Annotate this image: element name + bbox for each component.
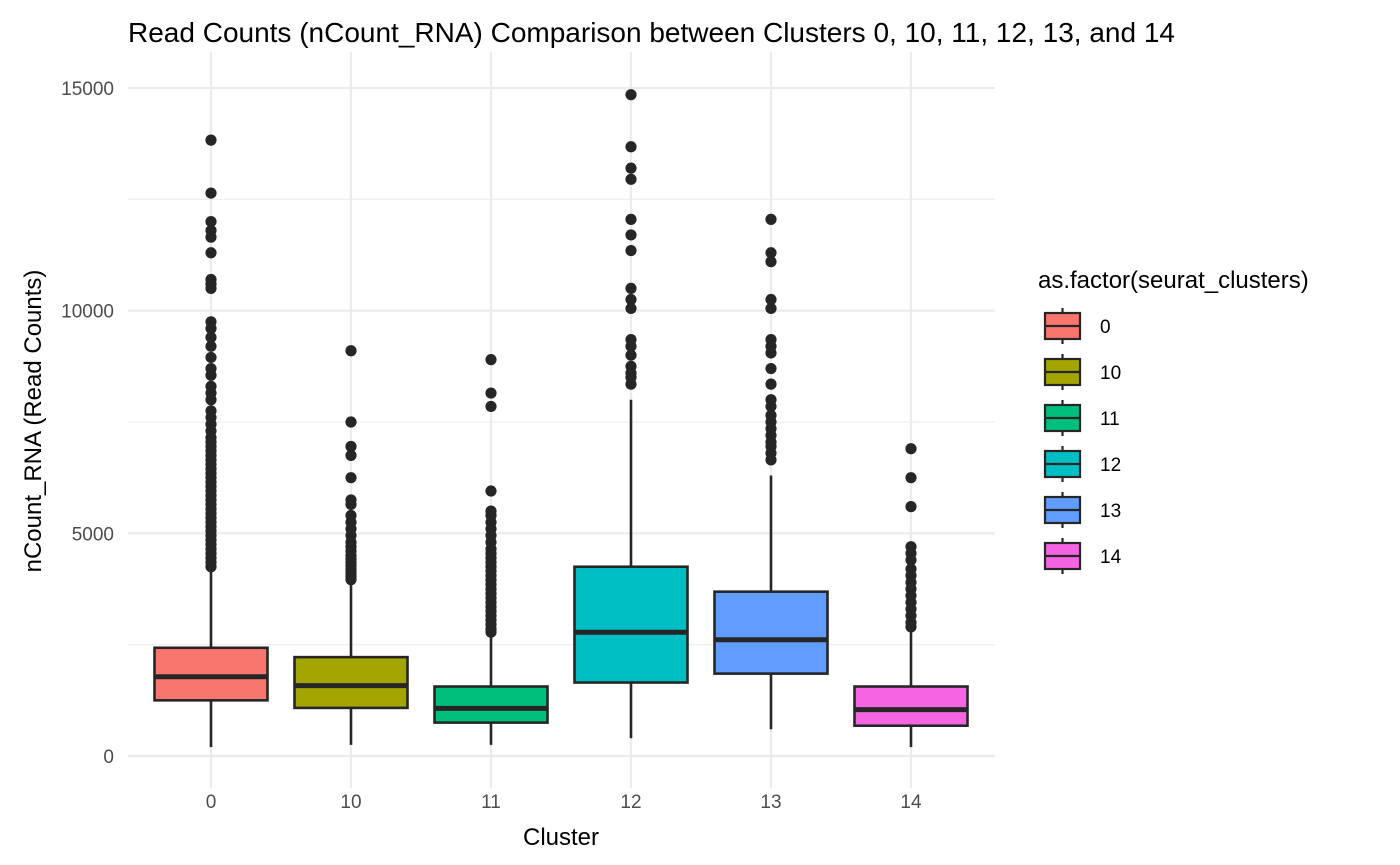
box-iqr <box>153 646 269 702</box>
legend-item-14: 14 <box>1043 538 1122 574</box>
x-axis-ticks: 0 10 11 12 13 14 <box>206 792 922 813</box>
box-iqr <box>293 655 409 710</box>
outlier-point <box>765 347 777 359</box>
legend-label: 10 <box>1100 363 1121 384</box>
legend-item-13: 13 <box>1043 492 1121 528</box>
outlier-point <box>205 340 217 352</box>
outlier-point <box>485 485 497 497</box>
outlier-point <box>625 213 637 225</box>
outlier-point <box>625 141 637 153</box>
box-13 <box>713 213 829 730</box>
legend-items: 0 10 11 12 13 14 <box>1043 308 1122 574</box>
outlier-point <box>205 231 217 243</box>
x-tick-label: 12 <box>620 792 641 813</box>
outlier-point <box>205 394 217 406</box>
outlier-point <box>765 400 777 413</box>
legend-item-11: 11 <box>1043 400 1120 436</box>
legend-title: as.factor(seurat_clusters) <box>1038 267 1309 294</box>
y-tick-label: 10000 <box>61 302 114 323</box>
box-14 <box>853 443 969 748</box>
box-iqr <box>573 565 689 684</box>
box-iqr <box>853 685 969 728</box>
outlier-point <box>485 354 497 366</box>
outlier-point <box>625 293 637 306</box>
outlier-point <box>205 369 217 381</box>
legend-label: 12 <box>1100 455 1121 476</box>
outlier-point <box>765 302 777 315</box>
outlier-point <box>345 345 357 357</box>
outlier-point <box>905 621 917 633</box>
x-tick-label: 13 <box>760 792 781 813</box>
outlier-point <box>765 256 777 268</box>
x-tick-label: 10 <box>340 792 361 813</box>
x-tick-label: 11 <box>481 792 501 813</box>
box-0 <box>153 134 269 748</box>
legend-item-12: 12 <box>1043 446 1121 482</box>
outlier-point <box>765 378 777 390</box>
outlier-point <box>345 416 357 428</box>
legend-label: 14 <box>1100 547 1122 568</box>
outlier-point <box>905 554 917 566</box>
box-12 <box>573 89 689 739</box>
box-iqr <box>433 685 549 724</box>
y-tick-label: 5000 <box>72 524 114 545</box>
outlier-point <box>345 498 357 510</box>
outlier-point <box>345 449 357 461</box>
y-axis-title: nCount_RNA (Read Counts) <box>20 270 47 573</box>
outlier-point <box>625 340 637 352</box>
legend: as.factor(seurat_clusters) 0 10 11 12 13 14 <box>1038 267 1309 574</box>
outlier-point <box>625 162 637 174</box>
outlier-point <box>765 362 777 375</box>
outlier-point <box>765 293 777 306</box>
outlier-point <box>205 282 217 294</box>
outlier-point <box>625 349 637 361</box>
outlier-point <box>345 574 357 586</box>
outlier-point <box>485 626 497 638</box>
outlier-point <box>625 89 637 101</box>
x-axis-title: Cluster <box>523 824 599 851</box>
legend-item-0: 0 <box>1043 308 1111 344</box>
outlier-point <box>205 561 217 573</box>
chart-title: Read Counts (nCount_RNA) Comparison betw… <box>128 17 1175 48</box>
outlier-point <box>205 322 217 335</box>
outlier-point <box>765 247 777 259</box>
outlier-point <box>205 351 217 364</box>
y-tick-label: 0 <box>103 747 114 768</box>
outlier-point <box>205 331 217 343</box>
outlier-point <box>205 247 217 259</box>
legend-label: 0 <box>1100 317 1111 338</box>
outlier-point <box>765 213 777 225</box>
outlier-point <box>765 454 777 466</box>
outlier-point <box>905 472 917 484</box>
box-10 <box>293 345 409 745</box>
outlier-point <box>345 440 357 453</box>
outlier-point <box>625 378 637 390</box>
y-tick-label: 15000 <box>61 79 114 100</box>
legend-label: 13 <box>1100 501 1121 522</box>
y-axis-ticks: 0 5000 10000 15000 <box>61 79 114 768</box>
outlier-point <box>625 244 637 257</box>
outlier-point <box>625 173 637 185</box>
outlier-point <box>905 443 917 455</box>
box-iqr <box>713 590 829 675</box>
outlier-point <box>345 472 357 484</box>
outlier-point <box>625 302 637 315</box>
outlier-point <box>485 400 497 413</box>
outlier-point <box>205 187 217 199</box>
x-tick-label: 14 <box>900 792 922 813</box>
legend-label: 11 <box>1100 409 1120 430</box>
boxes <box>153 89 969 748</box>
legend-item-10: 10 <box>1043 354 1121 390</box>
outlier-point <box>905 501 917 513</box>
outlier-point <box>625 282 637 294</box>
outlier-point <box>205 216 217 228</box>
outlier-point <box>625 229 637 241</box>
outlier-point <box>485 387 497 399</box>
box-11 <box>433 354 549 745</box>
outlier-point <box>205 134 217 146</box>
x-tick-label: 0 <box>206 792 217 813</box>
